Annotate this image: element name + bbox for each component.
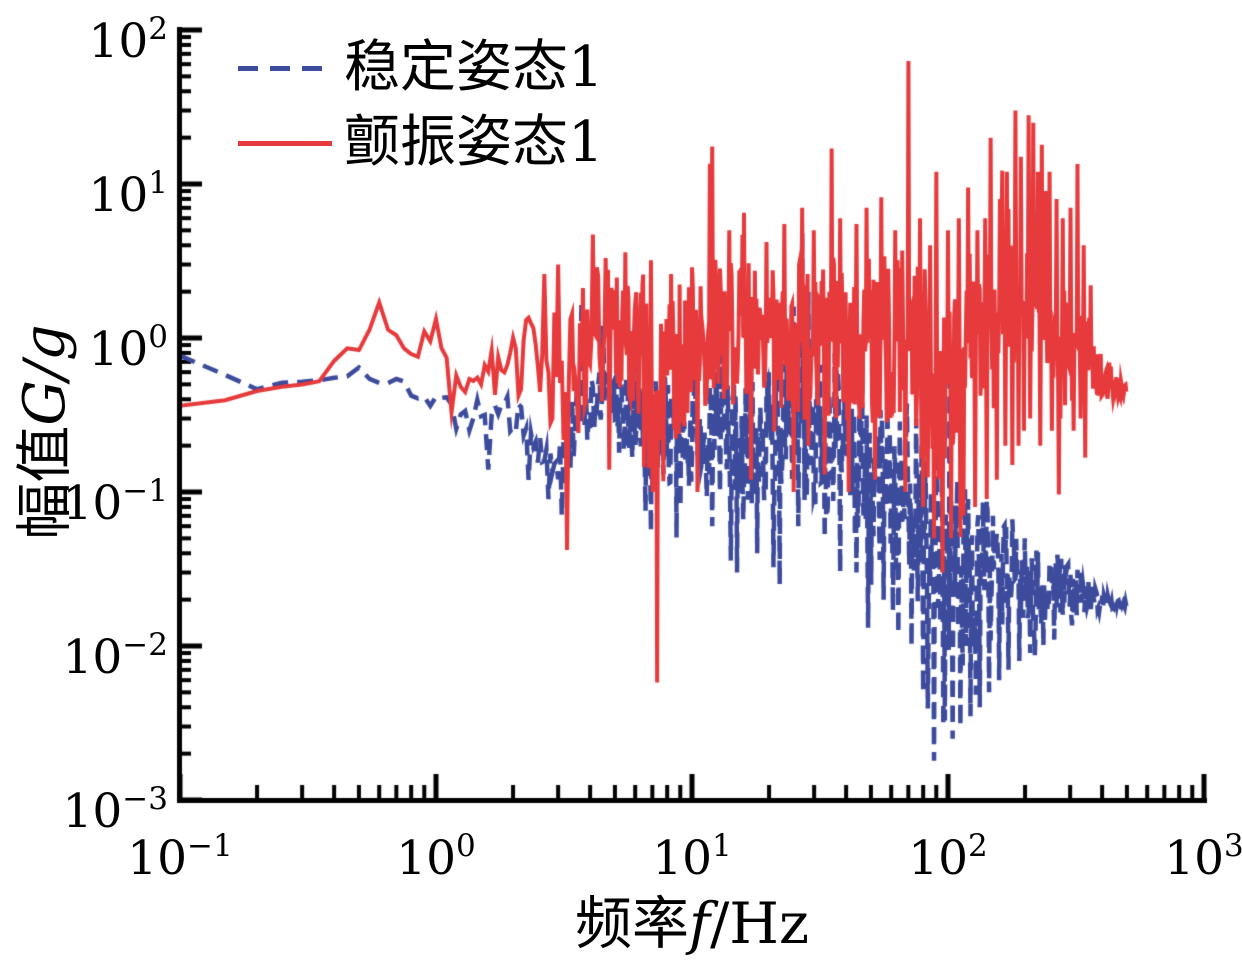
x-tick-label: 103 — [1164, 828, 1242, 886]
legend-label-flutter: 颤振姿态1 — [344, 110, 604, 175]
x-axis-title-text: 频率 — [574, 891, 689, 957]
y-tick-label: 100 — [88, 319, 168, 377]
y-tick-label: 10−1 — [62, 473, 168, 531]
y-tick-label: 10−2 — [62, 627, 168, 685]
y-tick-label: 10−3 — [62, 781, 168, 839]
legend-line-sample-solid — [238, 141, 332, 146]
legend-label-stable: 稳定姿态1 — [344, 35, 604, 100]
x-axis-unit: /Hz — [710, 891, 810, 957]
x-axis-title: 频率f/Hz — [512, 878, 872, 960]
legend-line-sample-dashed — [238, 66, 332, 71]
x-axis-symbol: f — [688, 891, 711, 957]
x-tick-label: 100 — [396, 828, 476, 886]
y-axis-symbol: G/g — [12, 324, 78, 426]
y-tick-label: 101 — [88, 165, 168, 223]
x-tick-label: 101 — [652, 828, 732, 886]
y-tick-label: 102 — [88, 11, 168, 69]
y-axis-title-text: 幅值 — [12, 425, 78, 540]
x-tick-label: 10−1 — [127, 828, 233, 886]
x-tick-label: 102 — [908, 828, 988, 886]
